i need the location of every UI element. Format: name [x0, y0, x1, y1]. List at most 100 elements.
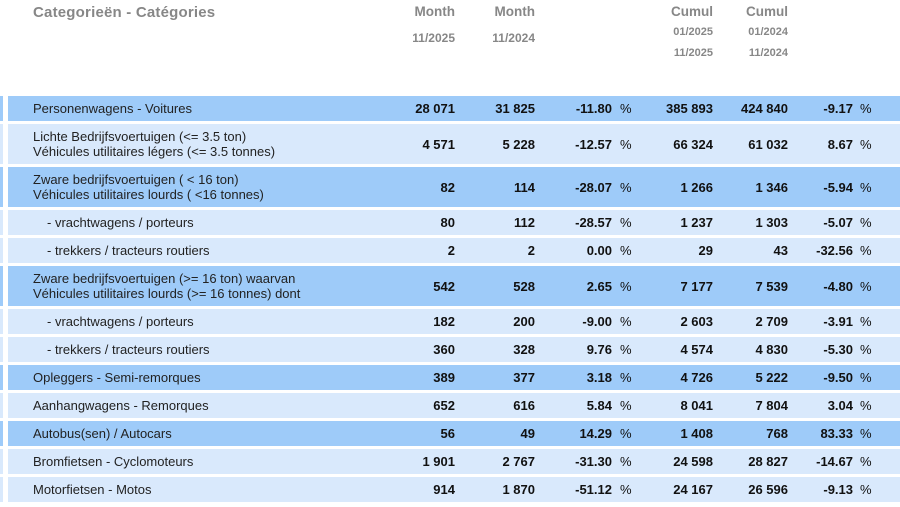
table-header: Categorieën - Catégories Month 11/2025 M… [8, 0, 900, 96]
cumul-current-value: 2 603 [680, 314, 713, 329]
cumul-current-value: 1 266 [680, 179, 713, 195]
category-label: Zware bedrijfsvoertuigen ( < 16 ton) Véh… [8, 172, 385, 202]
header-spacer [535, 4, 612, 96]
cumul-change-percent: 3.04 [827, 398, 853, 413]
cumul-previous-value: 28 827 [748, 454, 788, 469]
month-current-value: 4 571 [422, 136, 455, 152]
cumul-change-percent: 8.67 [827, 136, 853, 152]
cumul-current-value: 24 167 [673, 482, 713, 497]
table-row: Bromfietsen - Cyclomoteurs 1 901 2 767 -… [0, 449, 900, 474]
month-current-value: 542 [433, 278, 455, 294]
month-previous-value: 616 [513, 398, 535, 413]
month-previous-value: 1 870 [502, 482, 535, 497]
category-label: Aanhangwagens - Remorques [8, 398, 385, 413]
cumul-current-from: 01/2025 [673, 26, 713, 38]
cumul-previous-from: 01/2024 [748, 26, 788, 38]
table-row: Opleggers - Semi-remorques 389 377 3.18 … [0, 365, 900, 390]
category-label-nl: Opleggers - Semi-remorques [33, 370, 201, 385]
percent-sign: % [860, 314, 872, 329]
month-current-value: 2 [447, 243, 455, 258]
cumul-current-value: 385 893 [666, 101, 713, 116]
category-label: Zware bedrijfsvoertuigen (>= 16 ton) waa… [8, 271, 385, 301]
month-previous-value: 528 [513, 278, 535, 294]
category-label-nl: - trekkers / tracteurs routiers [47, 243, 210, 258]
month-change-percent: -11.80 [575, 101, 612, 116]
category-label: Lichte Bedrijfsvoertuigen (<= 3.5 ton) V… [8, 129, 385, 159]
cumul-current-to: 11/2025 [673, 47, 713, 59]
column-header-month-current: Month 11/2025 [385, 4, 455, 96]
percent-sign: % [860, 278, 872, 294]
percent-sign: % [860, 215, 872, 230]
cumul-previous-value: 1 303 [755, 215, 788, 230]
month-change-percent: 5.84 [586, 398, 612, 413]
registrations-table: Personenwagens - Voitures 28 071 31 825 … [0, 96, 900, 502]
month-current-value: 182 [433, 314, 455, 329]
month-previous-value: 377 [513, 370, 535, 385]
month-previous-value: 328 [513, 342, 535, 357]
category-label-nl: Aanhangwagens - Remorques [33, 398, 209, 413]
month-previous-period: 11/2024 [492, 31, 535, 45]
percent-sign: % [620, 314, 632, 329]
month-current-label: Month [414, 4, 455, 19]
header-spacer [853, 4, 890, 96]
month-change-percent: 3.18 [586, 370, 612, 385]
header-spacer [612, 4, 638, 96]
cumul-previous-value: 2 709 [755, 314, 788, 329]
column-header-month-previous: Month 11/2024 [455, 4, 535, 96]
month-current-value: 389 [433, 370, 455, 385]
month-change-percent: 9.76 [586, 342, 612, 357]
month-change-percent: -51.12 [575, 482, 612, 497]
month-change-percent: 14.29 [579, 426, 612, 441]
percent-sign: % [860, 426, 872, 441]
month-previous-value: 114 [514, 179, 535, 195]
category-label-nl: Zware bedrijfsvoertuigen ( < 16 ton) [33, 172, 239, 187]
month-change-percent: -31.30 [575, 454, 612, 469]
month-current-value: 1 901 [422, 454, 455, 469]
month-current-value: 82 [440, 179, 455, 195]
percent-sign: % [860, 101, 872, 116]
cumul-change-percent: -5.30 [823, 342, 853, 357]
month-previous-value: 2 767 [502, 454, 535, 469]
cumul-previous-value: 768 [766, 426, 788, 441]
cumul-previous-label: Cumul [746, 4, 788, 19]
cumul-change-percent: 83.33 [820, 426, 853, 441]
month-previous-label: Month [494, 4, 535, 19]
cumul-change-percent: -5.94 [823, 179, 853, 195]
category-label-nl: Lichte Bedrijfsvoertuigen (<= 3.5 ton) [33, 129, 247, 144]
month-change-percent: -9.00 [582, 314, 612, 329]
cumul-change-percent: -5.07 [823, 215, 853, 230]
month-previous-value: 200 [513, 314, 535, 329]
month-current-value: 360 [433, 342, 455, 357]
table-row: Personenwagens - Voitures 28 071 31 825 … [0, 96, 900, 121]
month-previous-value: 5 228 [502, 136, 535, 152]
percent-sign: % [860, 179, 872, 195]
month-change-percent: -12.57 [575, 136, 612, 152]
percent-sign: % [620, 101, 632, 116]
table-row: Motorfietsen - Motos 914 1 870 -51.12 % … [0, 477, 900, 502]
cumul-change-percent: -32.56 [816, 243, 853, 258]
table-row: Zware bedrijfsvoertuigen (>= 16 ton) waa… [0, 266, 900, 306]
percent-sign: % [620, 454, 632, 469]
cumul-previous-value: 7 539 [755, 278, 788, 294]
category-label-nl: - trekkers / tracteurs routiers [47, 342, 210, 357]
cumul-current-value: 66 324 [673, 136, 713, 152]
month-change-percent: -28.57 [575, 215, 612, 230]
category-label-nl: Autobus(sen) / Autocars [33, 426, 172, 441]
cumul-current-value: 8 041 [680, 398, 713, 413]
column-header-cumul-previous: Cumul 01/2024 11/2024 [713, 4, 788, 96]
percent-sign: % [620, 215, 632, 230]
month-change-percent: -28.07 [575, 179, 612, 195]
cumul-previous-value: 1 346 [755, 179, 788, 195]
table-row: - vrachtwagens / porteurs 80 112 -28.57 … [0, 210, 900, 235]
cumul-previous-value: 4 830 [755, 342, 788, 357]
cumul-change-percent: -14.67 [816, 454, 853, 469]
month-previous-value: 112 [514, 215, 535, 230]
cumul-previous-value: 424 840 [741, 101, 788, 116]
table-row: - vrachtwagens / porteurs 182 200 -9.00 … [0, 309, 900, 334]
percent-sign: % [860, 370, 872, 385]
cumul-current-value: 1 237 [680, 215, 713, 230]
cumul-previous-value: 26 596 [748, 482, 788, 497]
cumul-current-value: 7 177 [680, 278, 713, 294]
cumul-previous-value: 7 804 [755, 398, 788, 413]
